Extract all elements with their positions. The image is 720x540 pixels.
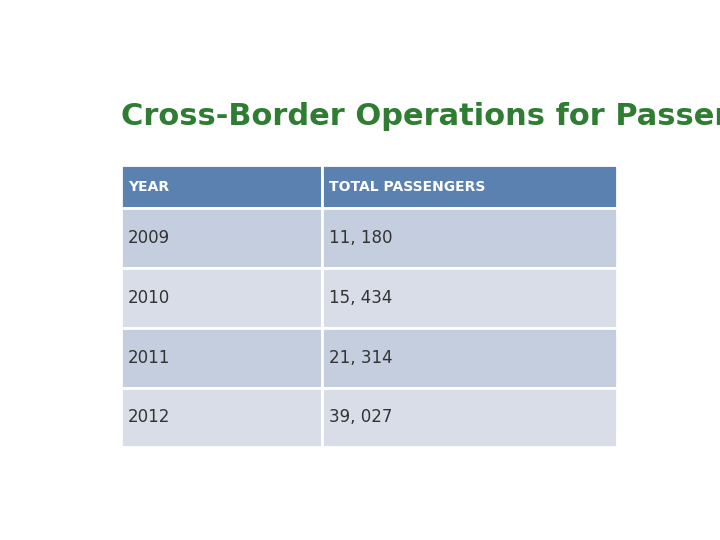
Text: 39, 027: 39, 027 xyxy=(329,408,392,427)
FancyBboxPatch shape xyxy=(121,268,322,328)
FancyBboxPatch shape xyxy=(322,268,617,328)
Text: 2011: 2011 xyxy=(128,349,171,367)
Text: 11, 180: 11, 180 xyxy=(329,230,392,247)
Text: 2012: 2012 xyxy=(128,408,171,427)
Text: 21, 314: 21, 314 xyxy=(329,349,392,367)
FancyBboxPatch shape xyxy=(322,328,617,388)
Text: TOTAL PASSENGERS: TOTAL PASSENGERS xyxy=(329,179,485,193)
FancyBboxPatch shape xyxy=(121,328,322,388)
FancyBboxPatch shape xyxy=(322,208,617,268)
Text: 2010: 2010 xyxy=(128,289,170,307)
FancyBboxPatch shape xyxy=(121,388,322,447)
Text: YEAR: YEAR xyxy=(128,179,169,193)
FancyBboxPatch shape xyxy=(322,388,617,447)
Text: 2009: 2009 xyxy=(128,230,170,247)
FancyBboxPatch shape xyxy=(121,165,322,208)
Text: 15, 434: 15, 434 xyxy=(329,289,392,307)
Text: Cross-Border Operations for Passengers: Cross-Border Operations for Passengers xyxy=(121,102,720,131)
FancyBboxPatch shape xyxy=(121,208,322,268)
FancyBboxPatch shape xyxy=(322,165,617,208)
